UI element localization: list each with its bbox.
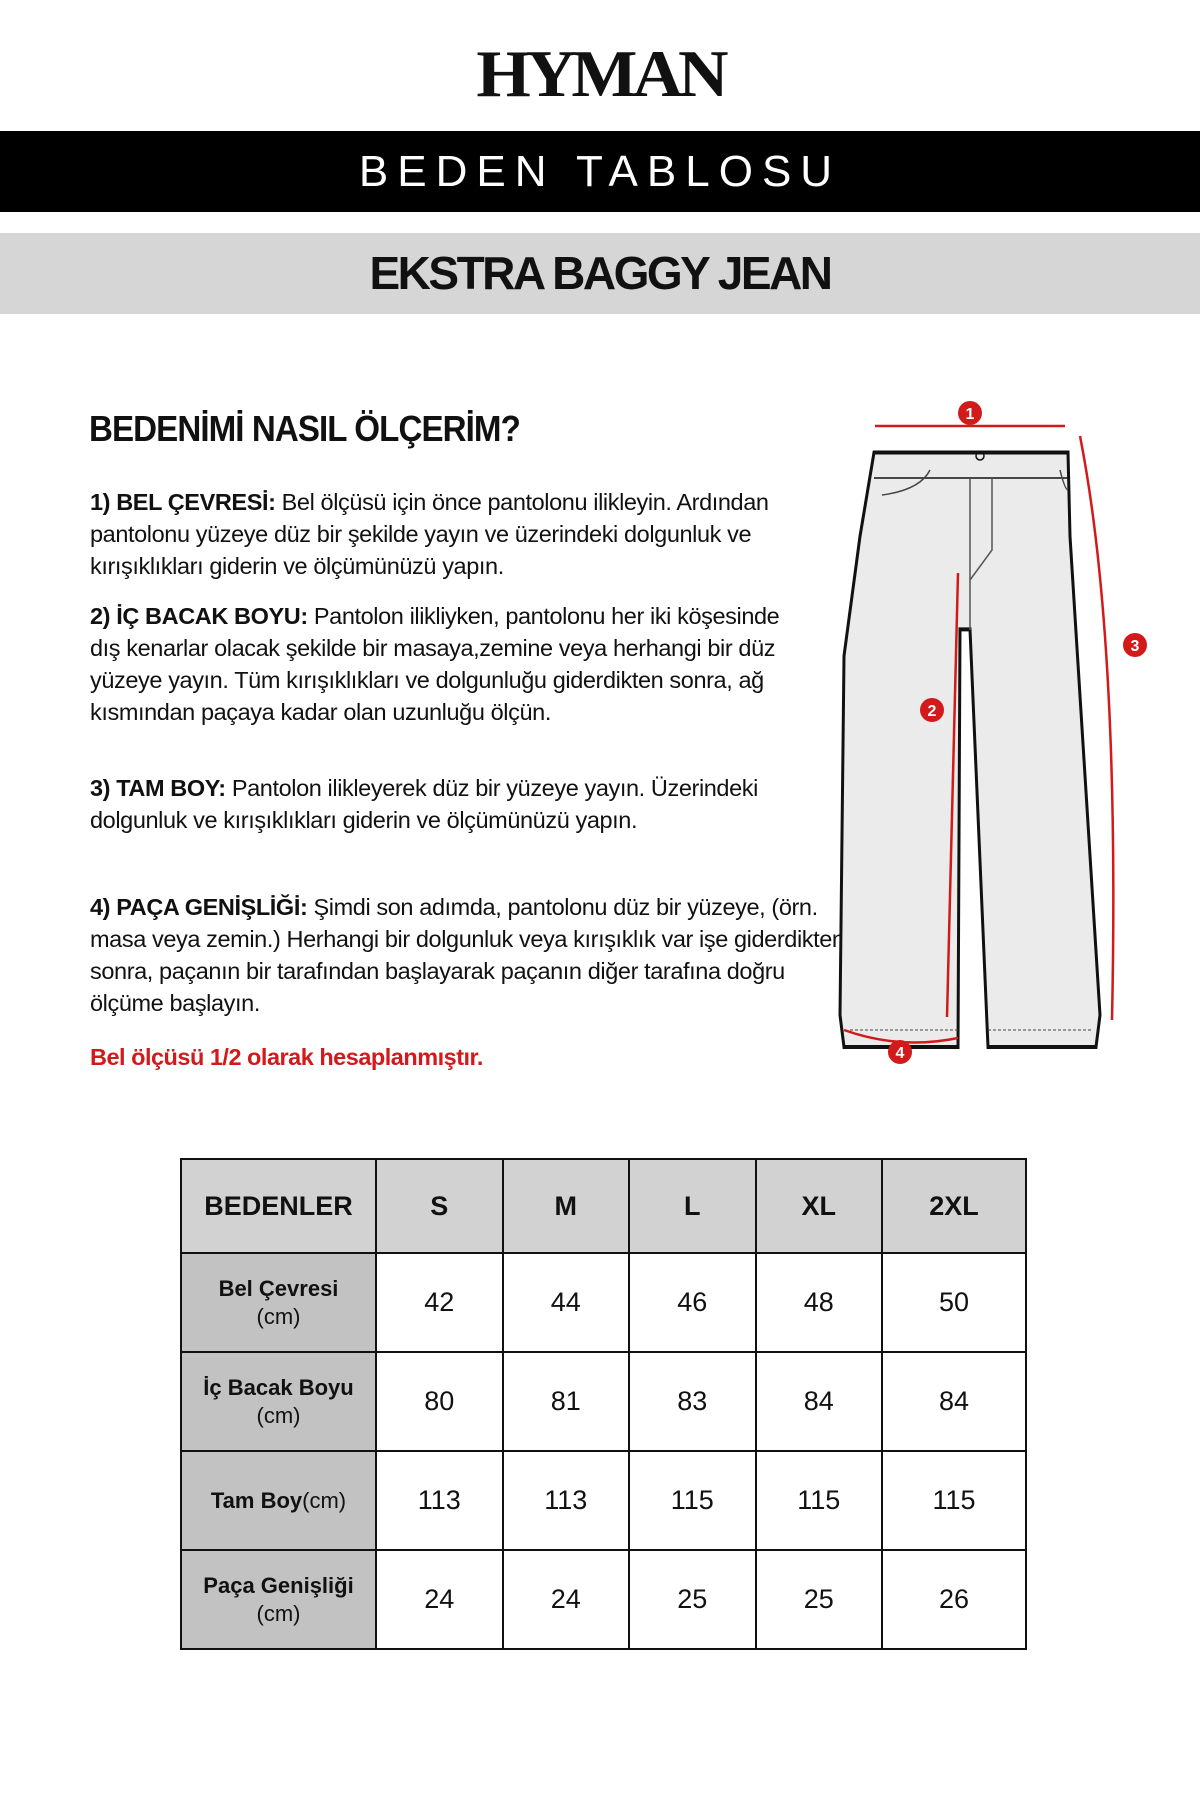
table-cell: 84 xyxy=(881,1351,1027,1452)
row-label-text: İç Bacak Boyu xyxy=(203,1374,354,1400)
table-row: Paça Genişliği (cm) 24 24 25 25 26 xyxy=(180,1549,1027,1650)
brand-logo: HYMAN xyxy=(476,37,728,112)
banner-title: BEDEN TABLOSU xyxy=(0,131,1200,212)
table-cell: 26 xyxy=(881,1549,1027,1650)
step-label: 3) TAM BOY: xyxy=(90,775,226,801)
table-cell: 46 xyxy=(628,1252,757,1353)
marker-1: 1 xyxy=(966,406,975,423)
table-cell: 25 xyxy=(628,1549,757,1650)
table-cell: 48 xyxy=(754,1252,883,1353)
inseam-line xyxy=(945,572,960,1018)
table-cell: 115 xyxy=(881,1450,1027,1551)
row-label: Bel Çevresi (cm) xyxy=(180,1252,377,1353)
header-cell: BEDENLER xyxy=(180,1158,377,1254)
row-unit: (cm) xyxy=(256,1402,301,1428)
table-cell: 81 xyxy=(501,1351,630,1452)
table-row: Bel Çevresi (cm) 42 44 46 48 50 xyxy=(180,1252,1027,1353)
step-label: 2) İÇ BACAK BOYU: xyxy=(90,603,308,629)
table-header-row: BEDENLER S M L XL 2XL xyxy=(180,1158,1027,1254)
row-unit: (cm) xyxy=(256,1303,301,1329)
size-table: BEDENLER S M L XL 2XL Bel Çevresi (cm) 42… xyxy=(180,1158,1027,1650)
step-text: Şimdi son adımda, pantolonu düz bir yüze… xyxy=(90,894,845,1016)
row-unit: (cm) xyxy=(302,1487,347,1513)
table-cell: 113 xyxy=(501,1450,630,1551)
step-4: 4) PAÇA GENİŞLİĞİ: Şimdi son adımda, pan… xyxy=(90,891,850,1019)
waist-note: Bel ölçüsü 1/2 olarak hesaplanmıştır. xyxy=(90,1044,483,1070)
table-cell: 24 xyxy=(501,1549,630,1650)
marker-3: 3 xyxy=(1131,638,1140,655)
table-cell: 113 xyxy=(375,1450,504,1551)
row-label: Tam Boy(cm) xyxy=(180,1450,377,1551)
step-2: 2) İÇ BACAK BOYU: Pantolon ilikliyken, p… xyxy=(90,600,800,728)
marker-2: 2 xyxy=(928,703,937,720)
row-unit: (cm) xyxy=(256,1600,301,1626)
table-cell: 42 xyxy=(375,1252,504,1353)
step-3: 3) TAM BOY: Pantolon ilikleyerek düz bir… xyxy=(90,772,790,836)
guide-heading: BEDENİMİ NASIL ÖLÇERİM? xyxy=(89,408,521,449)
row-label-text: Paça Genişliği xyxy=(203,1572,354,1598)
pants-measurement-diagram: 1 2 3 4 xyxy=(838,401,1147,1064)
table-row: Tam Boy(cm) 113 113 115 115 115 xyxy=(180,1450,1027,1551)
row-label-text: Tam Boy xyxy=(210,1487,303,1513)
table-cell: 84 xyxy=(754,1351,883,1452)
product-title: EKSTRA BAGGY JEAN xyxy=(0,233,1200,314)
table-cell: 115 xyxy=(754,1450,883,1551)
header-cell: XL xyxy=(754,1158,883,1254)
step-text: Bel ölçüsü için önce pantolonu ilikleyin… xyxy=(90,489,769,579)
marker-4: 4 xyxy=(896,1045,905,1062)
header-cell: 2XL xyxy=(881,1158,1027,1254)
row-label-text: Bel Çevresi xyxy=(218,1275,339,1301)
header-cell: S xyxy=(375,1158,504,1254)
table-row: İç Bacak Boyu (cm) 80 81 83 84 84 xyxy=(180,1351,1027,1452)
row-label: İç Bacak Boyu (cm) xyxy=(180,1351,377,1452)
table-cell: 24 xyxy=(375,1549,504,1650)
table-cell: 44 xyxy=(501,1252,630,1353)
table-cell: 25 xyxy=(754,1549,883,1650)
table-cell: 80 xyxy=(375,1351,504,1452)
row-label: Paça Genişliği (cm) xyxy=(180,1549,377,1650)
step-text: Pantolon ilikleyerek düz bir yüzeye yayı… xyxy=(90,775,758,833)
table-cell: 115 xyxy=(628,1450,757,1551)
table-cell: 50 xyxy=(881,1252,1027,1353)
step-1: 1) BEL ÇEVRESİ: Bel ölçüsü için önce pan… xyxy=(90,486,810,582)
pants-illustration xyxy=(838,450,1102,1050)
header-cell: L xyxy=(628,1158,757,1254)
step-label: 4) PAÇA GENİŞLİĞİ: xyxy=(90,894,308,920)
step-label: 1) BEL ÇEVRESİ: xyxy=(90,489,276,515)
step-text: Pantolon ilikliyken, pantolonu her iki k… xyxy=(90,603,780,725)
header-cell: M xyxy=(501,1158,630,1254)
table-cell: 83 xyxy=(628,1351,757,1452)
length-line xyxy=(1078,435,1115,1021)
